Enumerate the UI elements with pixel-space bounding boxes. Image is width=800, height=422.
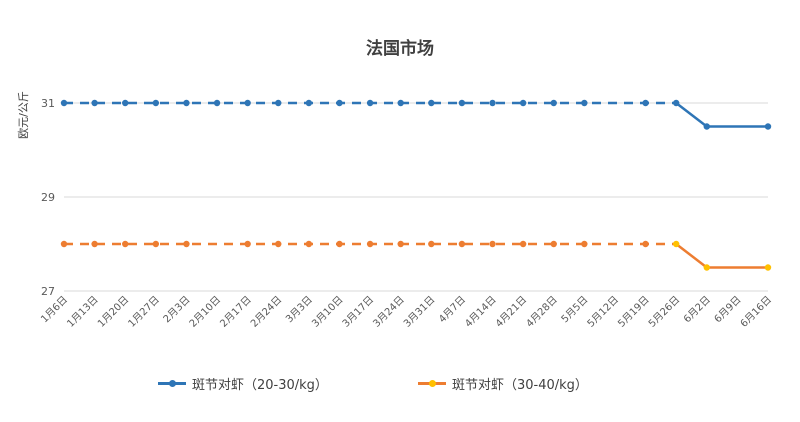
x-tick-label: 1月27日 <box>126 294 162 330</box>
y-tick-label: 29 <box>41 191 55 204</box>
data-point <box>642 240 649 248</box>
data-point <box>183 240 190 248</box>
data-point <box>519 240 527 248</box>
x-tick-label: 1月13日 <box>65 294 101 330</box>
data-point <box>366 99 374 107</box>
data-point <box>428 240 435 248</box>
x-tick-label: 3月10日 <box>309 294 345 330</box>
data-point <box>213 99 221 107</box>
y-tick-label: 31 <box>41 97 55 110</box>
data-point <box>60 99 68 107</box>
data-point <box>122 99 129 107</box>
x-tick-label: 4月28日 <box>524 294 560 330</box>
data-point <box>703 264 710 271</box>
x-tick-label: 4月21日 <box>493 294 529 330</box>
x-tick-label: 5月26日 <box>646 294 682 330</box>
data-point <box>122 240 129 248</box>
x-tick-label: 2月17日 <box>218 294 254 330</box>
data-point <box>764 264 772 271</box>
legend-item-series-1[interactable]: 斑节对虾（20-30/kg） <box>158 372 328 394</box>
data-point <box>489 99 496 107</box>
series-line-solid <box>675 102 768 128</box>
x-tick-label: 3月24日 <box>371 294 407 330</box>
data-point <box>60 240 68 248</box>
data-point <box>244 240 251 248</box>
data-point <box>703 123 710 130</box>
legend-label-series-2: 斑节对虾（30-40/kg） <box>452 377 588 393</box>
x-tick-label: 4月14日 <box>463 294 499 330</box>
x-tick-label: 3月31日 <box>401 294 437 330</box>
data-point <box>152 240 160 248</box>
x-tick-label: 3月3日 <box>283 294 315 326</box>
data-point <box>275 240 282 248</box>
legend-marker-series-1 <box>169 379 176 387</box>
data-point <box>764 123 772 130</box>
data-point <box>397 240 404 248</box>
data-point <box>550 240 557 248</box>
data-point <box>672 240 680 248</box>
x-tick-label: 4月7日 <box>436 294 468 326</box>
data-point <box>581 99 588 107</box>
data-point <box>336 240 343 248</box>
data-point <box>519 99 527 107</box>
data-point <box>458 240 466 248</box>
x-tick-label: 1月20日 <box>95 294 131 330</box>
x-tick-label: 3月17日 <box>340 294 376 330</box>
x-tick-label: 6月16日 <box>738 294 774 330</box>
x-tick-label: 5月19日 <box>616 294 652 330</box>
data-point <box>91 240 98 248</box>
x-tick-label: 6月2日 <box>681 294 713 326</box>
legend-label-series-1: 斑节对虾（20-30/kg） <box>192 377 328 393</box>
legend-swatch-series-1 <box>158 379 186 387</box>
data-point <box>275 99 282 107</box>
legend-marker-series-2 <box>429 379 436 387</box>
x-tick-label: 5月5日 <box>559 294 591 326</box>
data-point <box>91 99 98 107</box>
series-line-solid <box>675 243 768 269</box>
x-tick-label: 6月9日 <box>712 294 744 326</box>
data-point <box>336 99 343 107</box>
legend-item-series-2[interactable]: 斑节对虾（30-40/kg） <box>418 372 588 394</box>
chart-title: 法国市场 <box>366 39 434 59</box>
x-tick-label: 1月6日 <box>38 294 70 326</box>
x-tick-label: 2月10日 <box>187 294 223 330</box>
data-point <box>244 99 251 107</box>
x-tick-label: 5月12日 <box>585 294 621 330</box>
legend: 斑节对虾（20-30/kg） 斑节对虾（30-40/kg） <box>0 372 800 394</box>
data-point <box>183 99 190 107</box>
data-point <box>489 240 496 248</box>
data-point <box>642 99 649 107</box>
x-tick-label: 2月3日 <box>161 294 193 326</box>
y-tick-label: 27 <box>41 285 55 298</box>
data-point <box>550 99 557 107</box>
data-point <box>397 99 404 107</box>
data-point <box>366 240 374 248</box>
data-point <box>305 99 313 107</box>
legend-swatch-series-2 <box>418 379 446 387</box>
data-point <box>428 99 435 107</box>
x-tick-label: 2月24日 <box>248 294 284 330</box>
data-point <box>458 99 466 107</box>
data-point <box>672 99 680 107</box>
data-point <box>152 99 160 107</box>
data-point <box>581 240 588 248</box>
data-point <box>305 240 313 248</box>
